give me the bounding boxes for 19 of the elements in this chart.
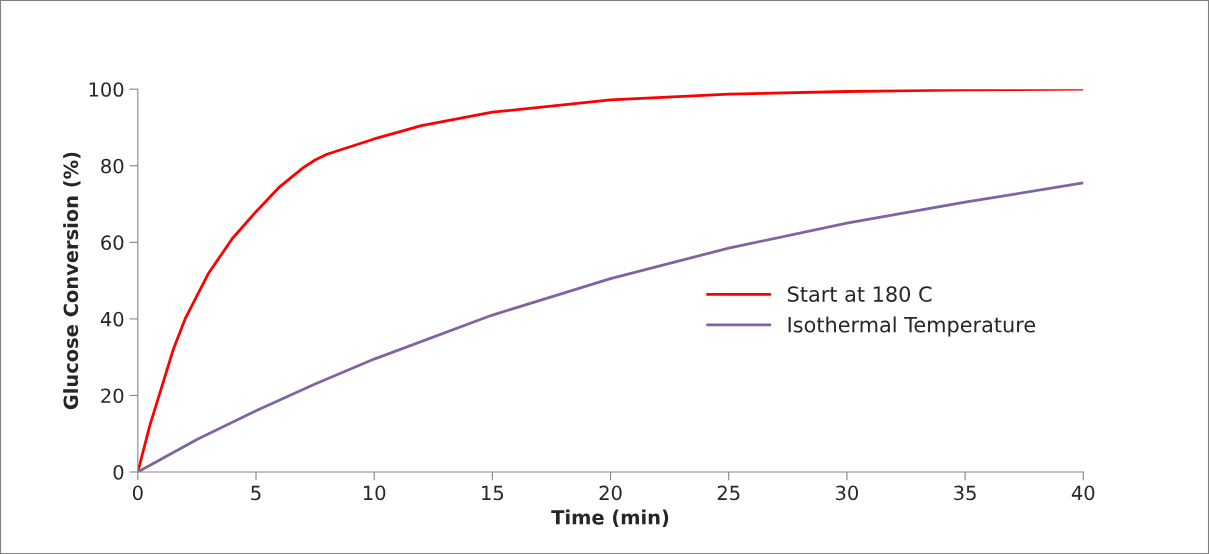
y-tick-label: 20: [101, 388, 124, 404]
x-tick-label: 30: [836, 485, 858, 501]
y-tick-label: 80: [101, 158, 124, 174]
x-axis-title: Time (min): [551, 509, 669, 527]
y-tick-label: 100: [89, 82, 124, 97]
x-tick-label: 20: [599, 485, 622, 501]
x-tick-label: 5: [251, 485, 261, 501]
x-tick-label: 35: [954, 485, 976, 501]
y-axis-title: Glucose Conversion (%): [63, 152, 81, 410]
x-tick-label: 10: [363, 485, 386, 501]
y-tick-label: 0: [113, 464, 124, 480]
x-tick-label: 40: [1071, 485, 1095, 501]
x-tick-label: 25: [717, 485, 740, 501]
legend-label: Isothermal Temperature: [788, 316, 1036, 337]
legend-label: Start at 180 C: [787, 286, 932, 302]
x-tick-label: 15: [482, 485, 504, 501]
y-tick-label: 60: [101, 235, 124, 250]
x-tick-label: 0: [132, 485, 143, 501]
y-tick-label: 40: [100, 311, 124, 327]
